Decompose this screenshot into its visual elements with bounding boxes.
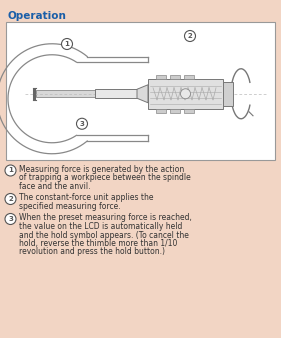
Text: Measuring force is generated by the action: Measuring force is generated by the acti… (19, 165, 184, 174)
Text: The constant-force unit applies the: The constant-force unit applies the (19, 193, 153, 202)
Bar (6, 22, 275, 160)
Bar (170, 109, 180, 113)
Bar (95, 89, 138, 98)
Circle shape (5, 165, 16, 176)
Circle shape (5, 193, 16, 204)
Text: 2: 2 (8, 196, 13, 202)
Circle shape (185, 30, 196, 42)
Circle shape (62, 39, 72, 49)
Bar (36, 90, 132, 97)
Text: revolution and press the hold button.): revolution and press the hold button.) (19, 247, 165, 257)
Text: face and the anvil.: face and the anvil. (19, 182, 90, 191)
Text: the value on the LCD is automatically held: the value on the LCD is automatically he… (19, 222, 182, 231)
Bar (184, 109, 194, 113)
Bar (156, 75, 166, 79)
Bar (223, 82, 233, 106)
Text: 2: 2 (188, 33, 192, 39)
Text: 3: 3 (80, 121, 84, 127)
Circle shape (76, 118, 87, 129)
Text: of trapping a workpiece between the spindle: of trapping a workpiece between the spin… (19, 173, 191, 183)
Polygon shape (137, 85, 148, 103)
Circle shape (5, 214, 16, 224)
Text: Operation: Operation (8, 11, 67, 21)
Text: When the preset measuring force is reached,: When the preset measuring force is reach… (19, 214, 192, 222)
Text: specified measuring force.: specified measuring force. (19, 202, 121, 211)
Bar (148, 79, 223, 109)
Text: 1: 1 (8, 168, 13, 173)
Text: and the hold symbol appears. (To cancel the: and the hold symbol appears. (To cancel … (19, 231, 189, 240)
Bar (170, 75, 180, 79)
Bar (184, 75, 194, 79)
Text: 1: 1 (65, 41, 69, 47)
Text: 3: 3 (8, 216, 13, 222)
Text: hold, reverse the thimble more than 1/10: hold, reverse the thimble more than 1/10 (19, 239, 177, 248)
Bar (156, 109, 166, 113)
Circle shape (180, 89, 191, 99)
